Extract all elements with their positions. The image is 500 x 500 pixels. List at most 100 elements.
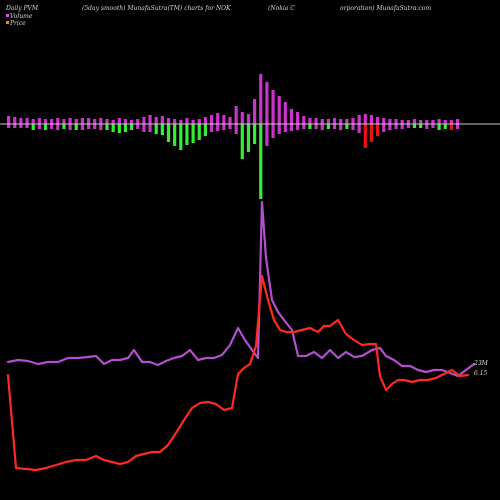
volume-bar-up (357, 115, 361, 124)
volume-bar-down (197, 124, 201, 140)
volume-end-label: 23M (473, 360, 489, 367)
volume-bar-down (136, 124, 140, 129)
volume-bar-up (105, 119, 109, 124)
volume-bar-up (271, 90, 275, 124)
volume-bars (7, 74, 460, 199)
volume-bar-down (425, 124, 429, 129)
header-right-text-a: (Nokia C (268, 5, 295, 12)
volume-bar-up (222, 115, 226, 124)
volume-bar-down (277, 124, 281, 134)
volume-bar-up (117, 118, 121, 124)
volume-bar-down (7, 124, 11, 128)
volume-bar-up (351, 118, 355, 124)
volume-bar-down (216, 124, 220, 131)
header-right-text-b: orporation) MunafaSutra.com (340, 5, 431, 12)
volume-bar-down (449, 124, 453, 130)
volume-bar-up (142, 117, 146, 124)
volume-bar-up (259, 74, 263, 124)
volume-bar-down (345, 124, 349, 129)
price-line (6, 274, 470, 472)
volume-bar-down (240, 124, 244, 159)
volume-bar-up (197, 119, 201, 124)
volume-bar-up (86, 118, 91, 124)
volume-bar-up (289, 109, 294, 124)
volume-bar-up (308, 118, 312, 124)
volume-bar-up (369, 115, 374, 124)
volume-bar-up (173, 119, 177, 124)
volume-bar-down (412, 124, 417, 128)
volume-bar-down (265, 124, 269, 146)
volume-bar-up (43, 119, 48, 124)
volume-bar-down (431, 124, 435, 128)
volume-bar-up (277, 96, 281, 124)
volume-bar-down (148, 124, 152, 132)
volume-bar-down (117, 124, 121, 133)
volume-bar-down (339, 124, 343, 130)
volume-bar-down (130, 124, 134, 130)
volume-bar-down (234, 124, 238, 134)
legend-price-label: Price (9, 20, 26, 27)
volume-bar-down (43, 124, 48, 130)
legend-volume-swatch (6, 14, 9, 17)
volume-bar-up (56, 118, 60, 124)
volume-bar-up (455, 119, 460, 124)
volume-bar-down (166, 124, 171, 142)
volume-bar-down (437, 124, 441, 130)
volume-bar-down (357, 124, 361, 133)
volume-bar-down (326, 124, 330, 129)
volume-bar-up (443, 120, 447, 124)
volume-bar-down (154, 124, 158, 134)
volume-bar-down (382, 124, 386, 132)
price-end-label: 6.15 (474, 370, 488, 377)
volume-bar-up (406, 120, 410, 124)
volume-bar-down (376, 124, 380, 136)
volume-bar-up (234, 106, 238, 124)
volume-bar-down (62, 124, 66, 129)
volume-bar-down (320, 124, 324, 130)
volume-bar-down (25, 124, 29, 128)
volume-bar-down (246, 124, 251, 152)
volume-bar-up (74, 119, 78, 124)
volume-bar-down (191, 124, 195, 143)
volume-line (6, 200, 476, 378)
volume-bar-down (56, 124, 60, 130)
volume-bar-up (388, 119, 392, 124)
volume-bar-up (283, 102, 287, 124)
volume-bar-up (179, 120, 183, 124)
volume-bar-up (216, 113, 220, 124)
volume-bar-down (443, 124, 447, 129)
volume-bar-down (68, 124, 72, 130)
volume-bar-down (314, 124, 318, 129)
volume-bar-down (160, 124, 164, 135)
volume-bar-up (50, 119, 54, 124)
volume-bar-down (80, 124, 84, 130)
volume-bar-down (74, 124, 78, 130)
volume-bar-down (363, 124, 367, 148)
volume-bar-up (253, 99, 257, 124)
volume-bar-up (31, 119, 35, 124)
volume-bar-up (68, 118, 72, 124)
volume-bar-down (394, 124, 398, 129)
header-center-text: (5day smooth) MunafaSutra(TM) charts for… (82, 5, 231, 12)
volume-bar-down (271, 124, 275, 138)
volume-bar-down (332, 124, 337, 129)
volume-bar-up (265, 82, 269, 124)
volume-bar-down (142, 124, 146, 132)
volume-bar-down (283, 124, 287, 132)
volume-bar-down (228, 124, 232, 129)
volume-bar-up (394, 119, 398, 124)
volume-bar-up (314, 118, 318, 124)
volume-bar-down (455, 124, 460, 129)
volume-bar-up (425, 120, 429, 124)
volume-bar-up (185, 118, 189, 124)
volume-bar-down (203, 124, 207, 136)
volume-bar-up (412, 119, 417, 124)
volume-bar-down (31, 124, 35, 130)
volume-bar-down (351, 124, 355, 130)
volume-bar-up (191, 120, 195, 124)
volume-bar-up (376, 117, 380, 124)
volume-bar-up (123, 119, 128, 124)
volume-bar-down (308, 124, 312, 129)
